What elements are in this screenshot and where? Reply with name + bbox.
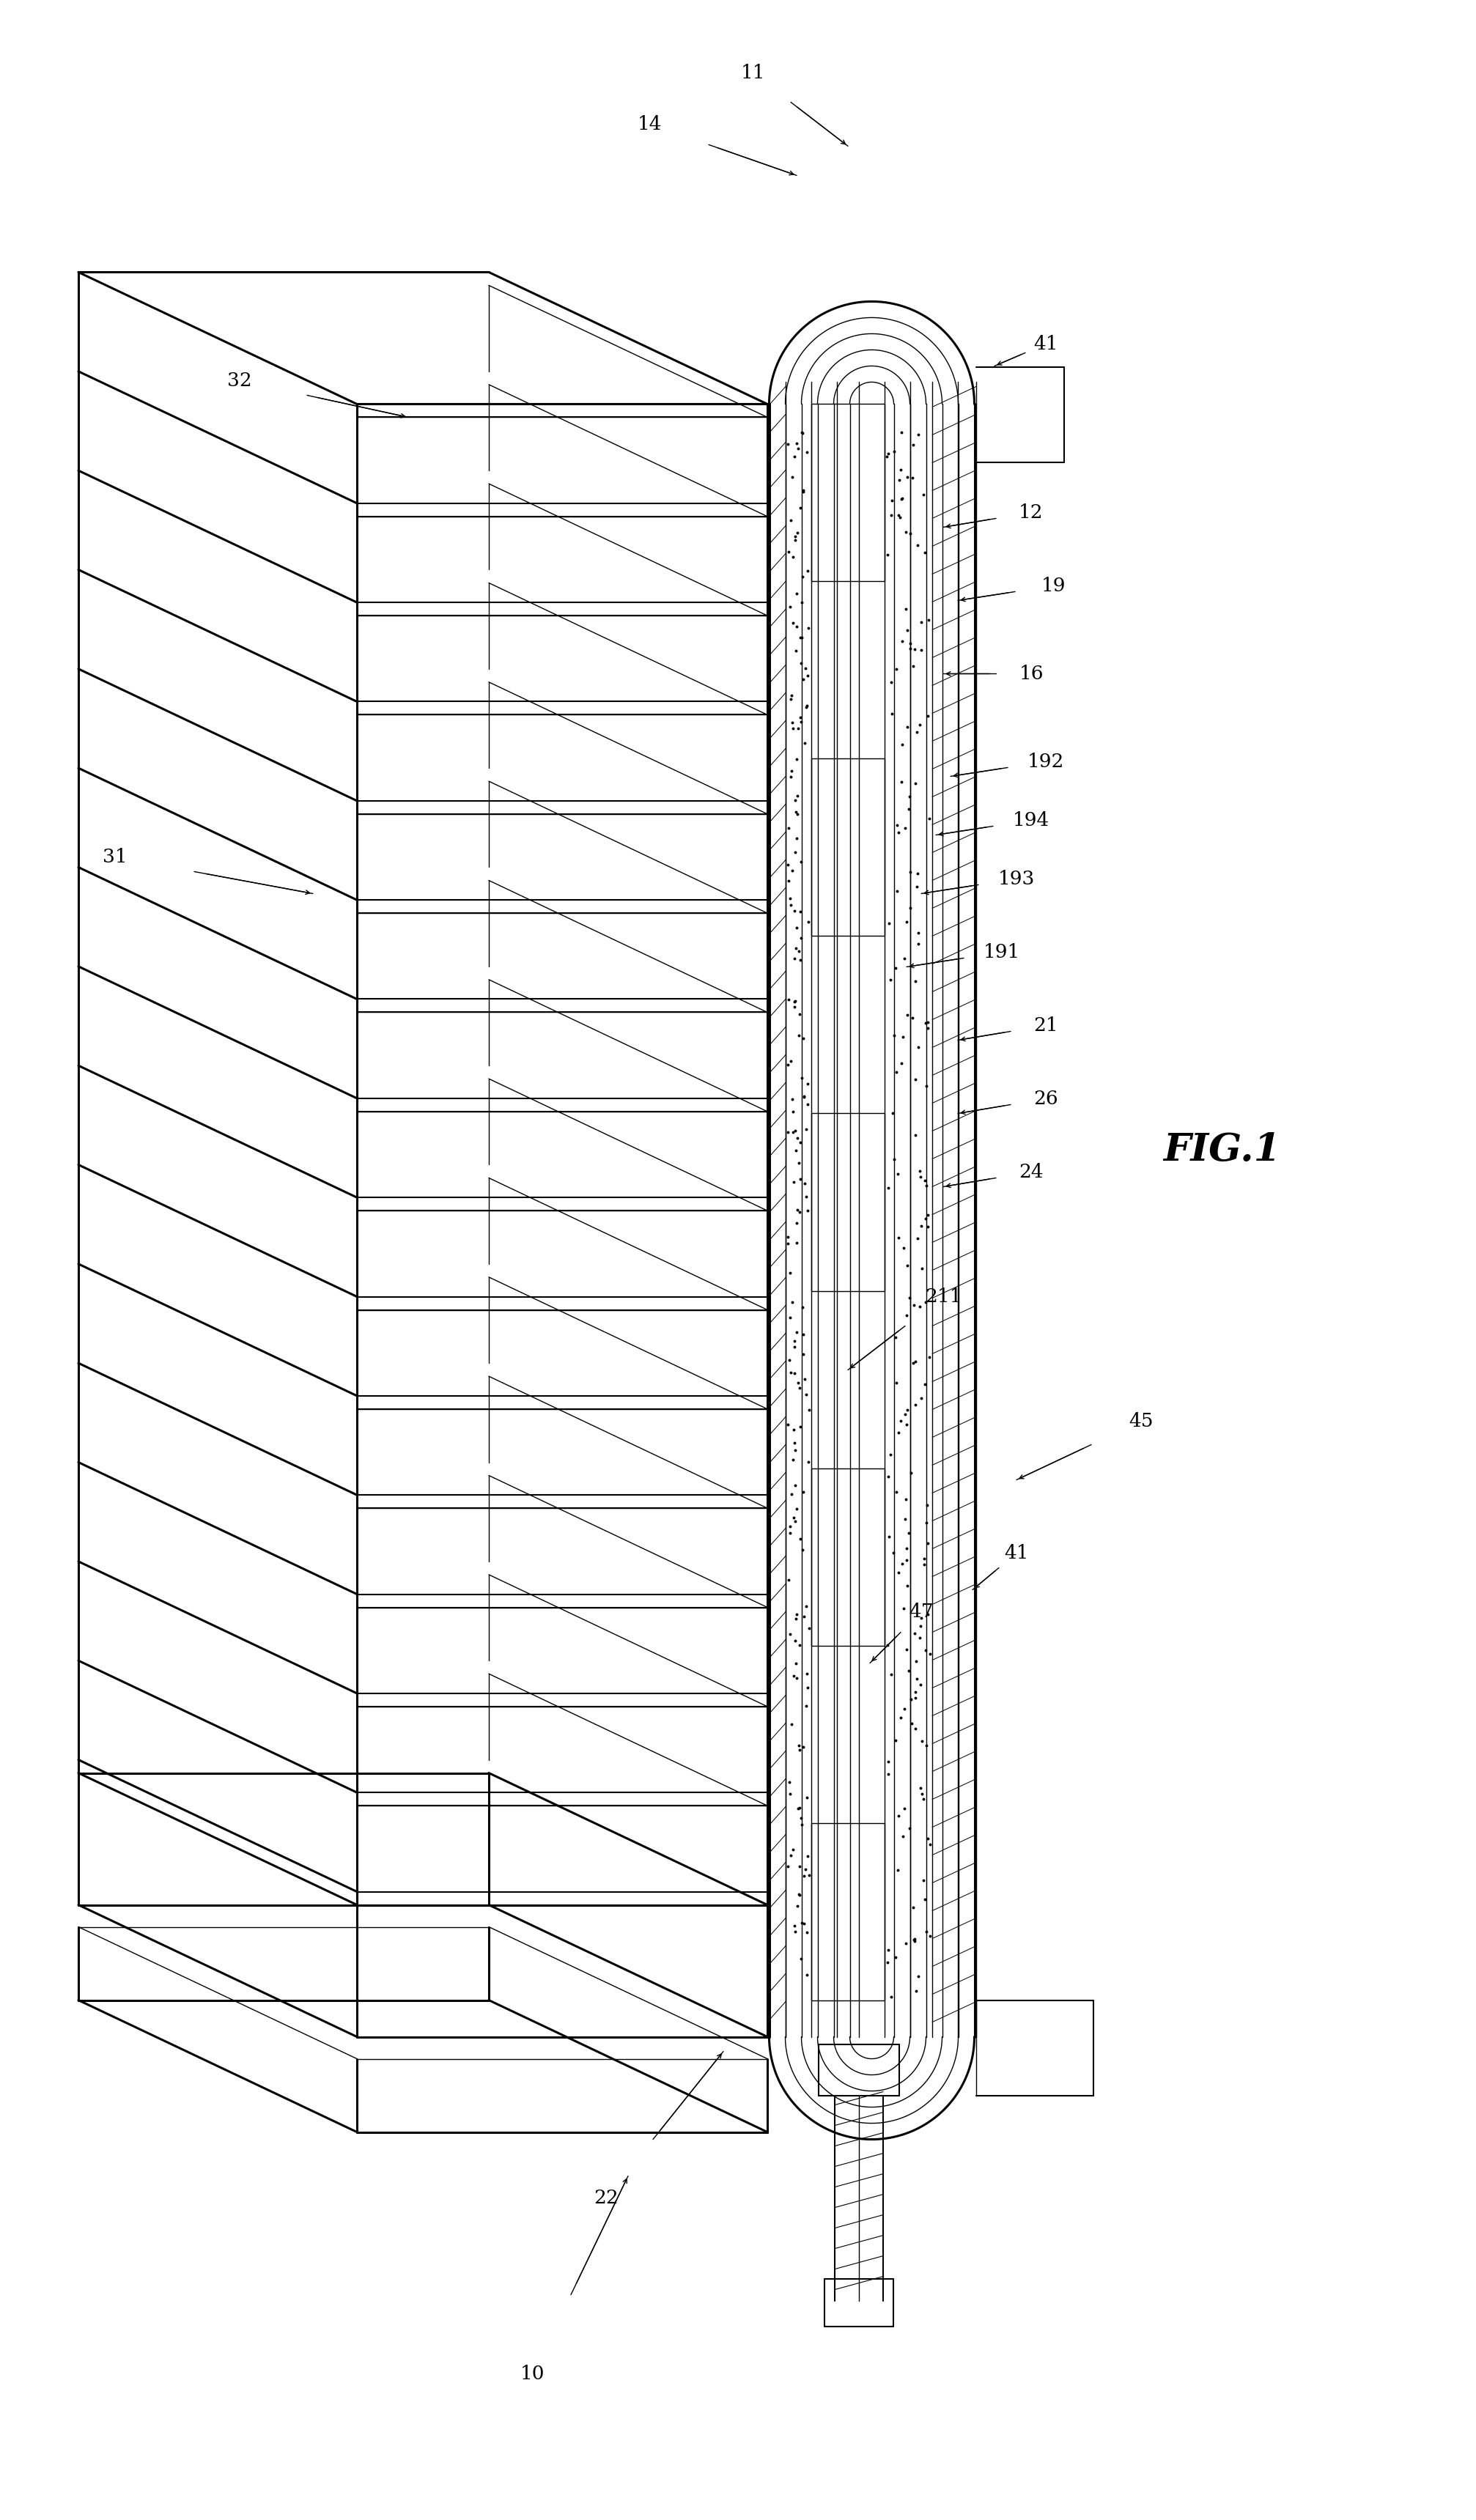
Text: 19: 19 xyxy=(1041,577,1066,595)
Text: 193: 193 xyxy=(998,869,1035,887)
Text: 192: 192 xyxy=(1027,753,1064,771)
Text: 194: 194 xyxy=(1013,811,1049,829)
Text: 21: 21 xyxy=(1033,1016,1058,1036)
Text: 32: 32 xyxy=(227,370,252,391)
Text: 24: 24 xyxy=(1018,1162,1044,1182)
Text: 191: 191 xyxy=(983,942,1020,960)
Text: 47: 47 xyxy=(909,1603,933,1620)
Text: 10: 10 xyxy=(521,2364,545,2384)
Text: 11: 11 xyxy=(741,63,765,83)
Text: 211: 211 xyxy=(925,1288,962,1305)
Text: 14: 14 xyxy=(638,116,663,134)
Text: 31: 31 xyxy=(103,847,127,867)
Text: 22: 22 xyxy=(593,2190,618,2208)
Text: 41: 41 xyxy=(1004,1545,1029,1562)
Text: 12: 12 xyxy=(1018,504,1044,522)
Text: 45: 45 xyxy=(1129,1411,1153,1431)
Text: 26: 26 xyxy=(1033,1089,1058,1109)
Text: FIG.1: FIG.1 xyxy=(1163,1131,1281,1169)
Text: 41: 41 xyxy=(1033,335,1058,353)
Text: 16: 16 xyxy=(1018,665,1044,683)
